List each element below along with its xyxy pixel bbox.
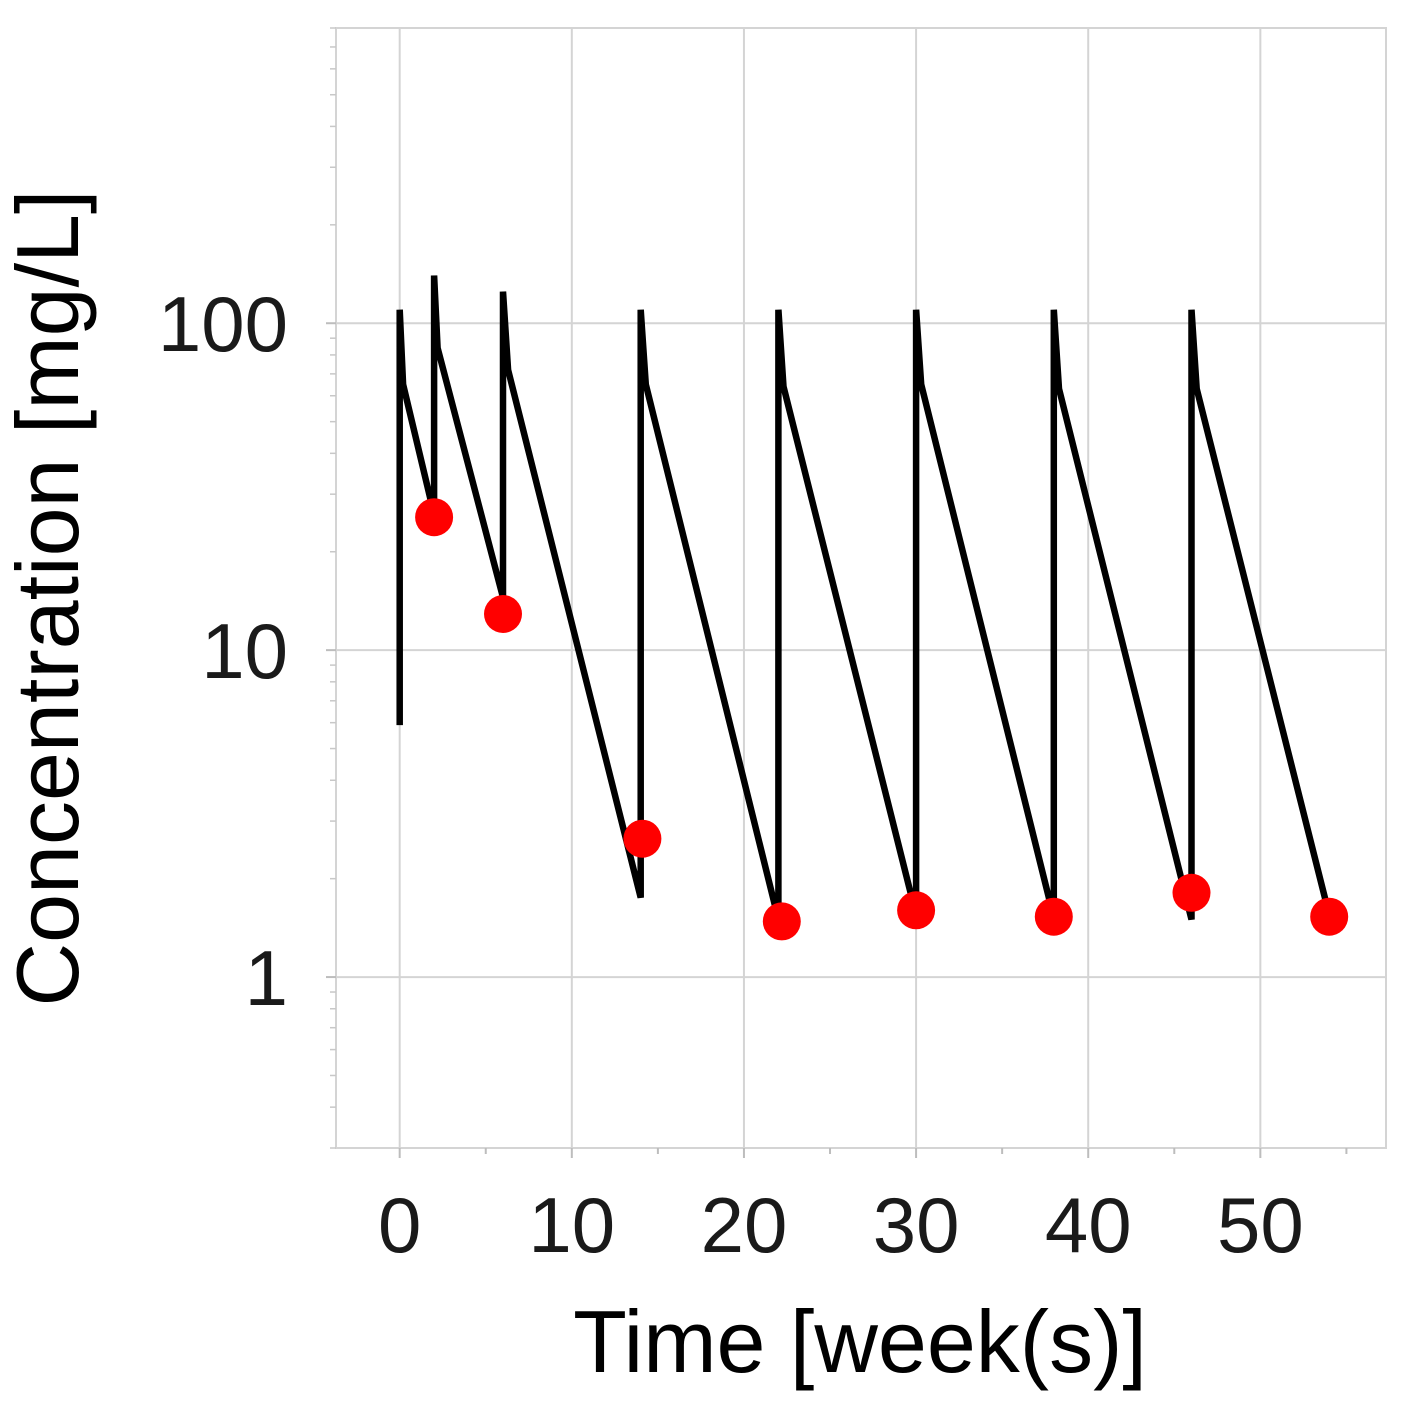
y-axis-title: Concentration [mg/L] xyxy=(0,190,97,1007)
x-tick-label: 40 xyxy=(1045,1181,1132,1269)
plot-frame xyxy=(335,27,1387,1149)
tick-labels: 0 10 20 30 40 50 1 10 100 xyxy=(158,280,1304,1269)
y-tick-label: 1 xyxy=(245,934,288,1022)
y-tick-label: 100 xyxy=(158,280,288,368)
observation-point xyxy=(484,595,522,633)
x-tick-label: 0 xyxy=(378,1181,421,1269)
observation-point xyxy=(415,498,454,537)
x-tick-label: 20 xyxy=(701,1181,788,1269)
grid xyxy=(336,28,1386,1148)
observation-point xyxy=(762,902,801,941)
x-tick-label: 10 xyxy=(528,1181,615,1269)
x-tick-label: 50 xyxy=(1217,1181,1304,1269)
y-tick-label: 10 xyxy=(201,607,288,695)
observation-point xyxy=(1172,873,1211,912)
series-layer xyxy=(396,275,1333,921)
concentration-line xyxy=(396,275,1333,921)
observation-point xyxy=(897,891,936,930)
observation-point xyxy=(1310,897,1349,936)
x-axis-title: Time [week(s)] xyxy=(573,1292,1147,1391)
observation-point xyxy=(1034,897,1073,936)
axes xyxy=(326,27,1348,1158)
x-tick-label: 30 xyxy=(873,1181,960,1269)
observation-point xyxy=(623,819,662,858)
points-layer xyxy=(415,498,1349,941)
